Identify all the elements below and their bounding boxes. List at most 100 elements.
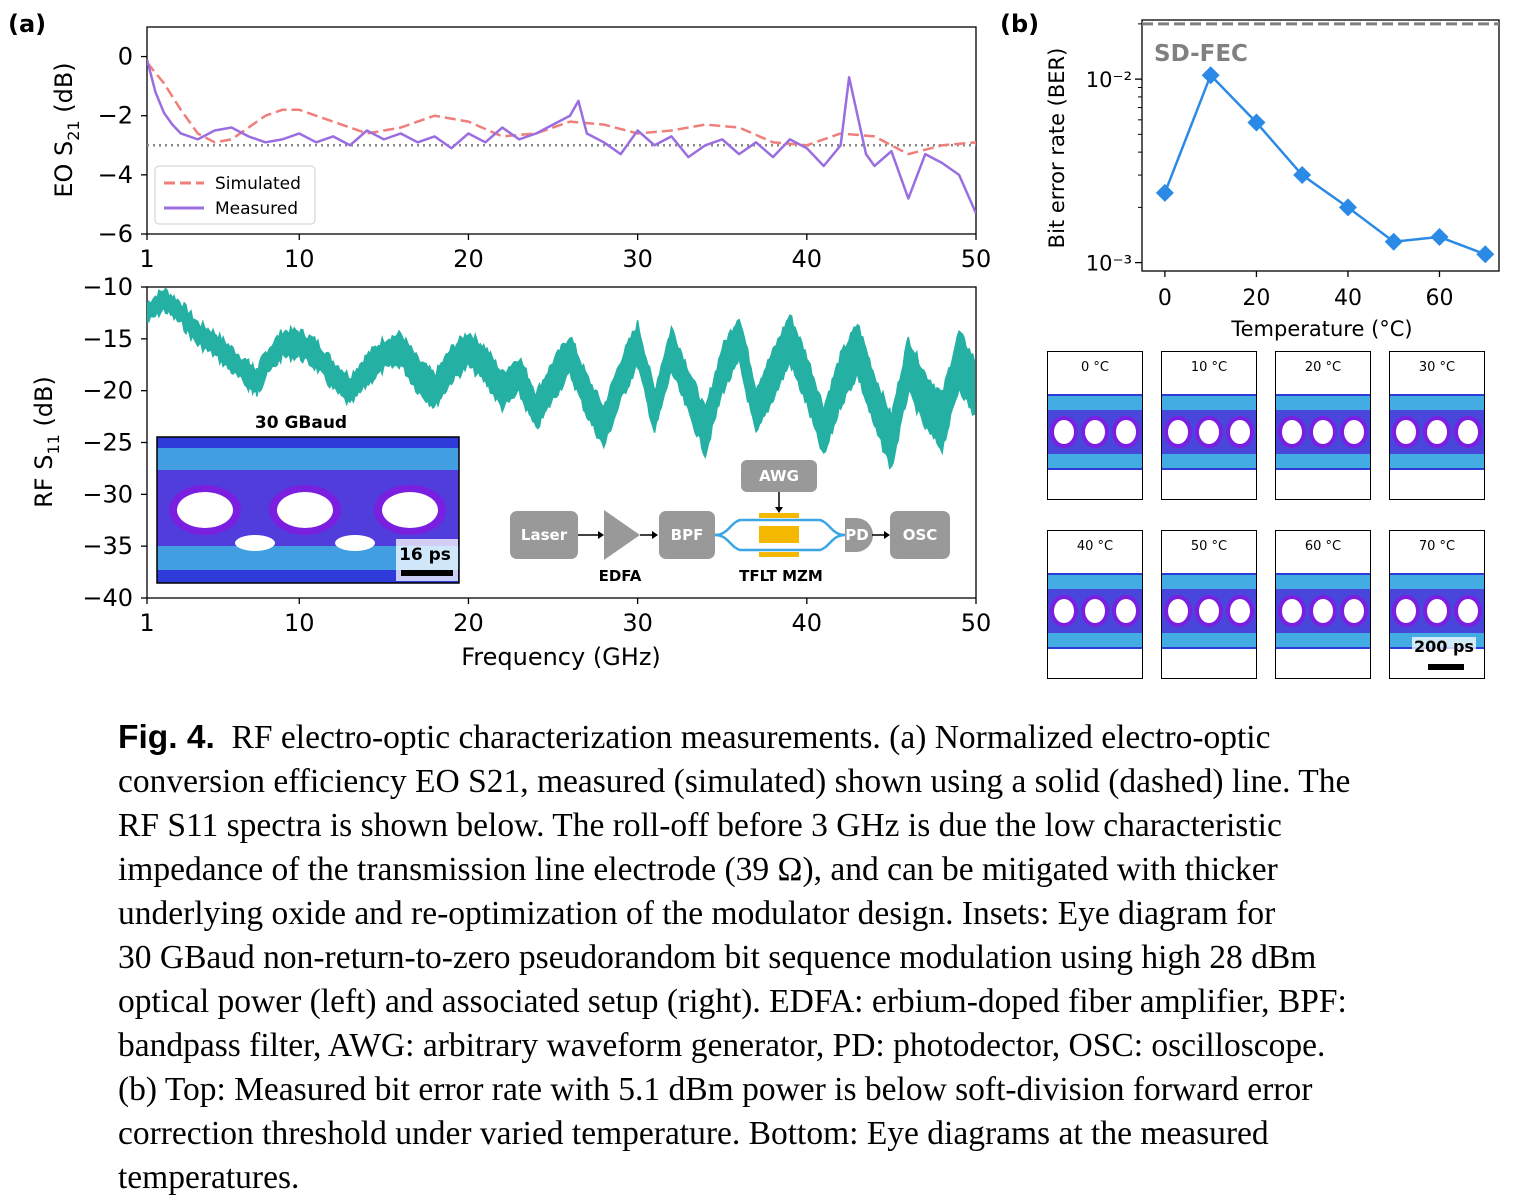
caption-line: RF S11 spectra is shown below. The roll-… <box>118 807 1282 844</box>
ber-point <box>1155 183 1174 202</box>
caption-line: (b) Top: Measured bit error rate with 5.… <box>118 1071 1313 1108</box>
setup-edfa <box>604 510 640 560</box>
eye-panel-temperature: 40 °C <box>1076 539 1114 554</box>
eye-panel-diagram <box>1048 394 1142 470</box>
eo-simulated-line <box>147 61 976 156</box>
eye-panel-temperature: 30 °C <box>1418 360 1456 375</box>
eye-panel-diagram <box>1162 394 1256 470</box>
eye-panel: 40 °C <box>1047 530 1143 679</box>
inset-eye-diagram: 30 GBaud 16 ps <box>156 413 460 584</box>
eye-panel-temperature: 20 °C <box>1304 360 1342 375</box>
eo-x-tick-label: 40 <box>792 245 823 273</box>
caption-line: underlying oxide and re-optimization of … <box>118 895 1276 932</box>
ber-y-axis-label: Bit error rate (BER) <box>1045 48 1069 249</box>
caption-line: conversion efficiency EO S21, measured (… <box>118 763 1351 800</box>
eye-panel-diagram <box>1276 394 1370 470</box>
eye-panel-temperature: 10 °C <box>1190 360 1228 375</box>
rf-x-tick-label: 50 <box>961 609 992 637</box>
ber-point <box>1384 232 1403 251</box>
caption-line: correction threshold under varied temper… <box>118 1115 1269 1152</box>
inset-scalebar-label: 16 ps <box>399 545 451 565</box>
eo-x-tick-label: 30 <box>622 245 653 273</box>
eye-panel-temperature: 60 °C <box>1304 539 1342 554</box>
legend-simulated-label: Simulated <box>215 174 301 194</box>
setup-osc-label: OSC <box>903 526 938 544</box>
ber-x-axis-label: Temperature (°C) <box>1230 317 1412 341</box>
rf-y-tick-label: −25 <box>82 429 133 457</box>
rf-s11-trace <box>147 287 976 470</box>
rf-y-tick-label: −20 <box>82 377 133 405</box>
ber-x-tick-label: 0 <box>1158 286 1172 311</box>
eye-panel: 60 °C <box>1275 530 1371 679</box>
eye-panel-diagram <box>1390 394 1484 470</box>
eye-panel-temperature: 0 °C <box>1081 360 1109 375</box>
eye-panel-diagram <box>1276 573 1370 649</box>
caption-line: 30 GBaud non-return-to-zero pseudorandom… <box>118 939 1317 976</box>
eye-panel: 0 °C <box>1047 351 1143 500</box>
figure: (a) (b) 1 10 20 30 40 50 0 −2 −4 −6 EO S21 (dB) … <box>8 10 1500 671</box>
rf-y-tick-label: −35 <box>82 532 133 560</box>
caption-line: impedance of the transmission line elect… <box>118 851 1278 888</box>
rf-y-axis-label: RF S11 (dB) <box>30 376 63 508</box>
eye-panel-diagram <box>1390 573 1484 649</box>
rf-y-tick-label: −30 <box>82 480 133 508</box>
setup-pd <box>845 518 873 552</box>
caption-line: optical power (left) and associated setu… <box>118 983 1347 1020</box>
panel-label-a: (a) <box>8 10 46 38</box>
ber-line <box>1163 72 1486 256</box>
setup-bpf <box>659 511 715 559</box>
setup-awg <box>741 460 817 492</box>
eye-panel: 50 °C <box>1161 530 1257 679</box>
eo-x-tick-label: 10 <box>284 245 315 273</box>
ber-point <box>1338 198 1357 217</box>
eye-panel: 70 °C <box>1389 530 1485 679</box>
eo-x-tick-label: 1 <box>139 245 154 273</box>
ber-point <box>1247 113 1266 132</box>
eo-x-tick-label: 20 <box>453 245 484 273</box>
eo-y-axis-label: EO S21 (dB) <box>50 62 83 197</box>
ber-plot-frame <box>1141 19 1500 272</box>
setup-laser-label: Laser <box>521 526 568 544</box>
rf-y-tick-label: −15 <box>82 325 133 353</box>
panel-label-b: (b) <box>1000 10 1039 38</box>
setup-osc <box>890 511 950 559</box>
eo-plot-frame <box>146 26 977 235</box>
rf-x-tick-label: 1 <box>139 609 154 637</box>
caption-line: bandpass filter, AWG: arbitrary waveform… <box>118 1027 1326 1064</box>
setup-edfa-label: EDFA <box>599 567 642 585</box>
ber-x-tick-label: 60 <box>1426 286 1454 311</box>
rf-y-tick-label: −40 <box>82 584 133 612</box>
eo-y-tick-label: −6 <box>98 220 133 248</box>
eye-grid-scalebar-label: 200 ps <box>1412 637 1476 656</box>
rf-x-tick-label: 10 <box>284 609 315 637</box>
inset-eye-title: 30 GBaud <box>255 413 347 433</box>
setup-mzm-label: TFLT MZM <box>739 567 823 585</box>
ber-point <box>1430 227 1449 246</box>
eo-x-tick-label: 50 <box>961 245 992 273</box>
caption-line: temperatures. <box>118 1159 300 1196</box>
setup-mzm <box>714 513 846 557</box>
ber-y-tick-label: 10⁻² <box>1086 68 1132 92</box>
eye-panel: 20 °C <box>1275 351 1371 500</box>
ber-point <box>1293 166 1312 185</box>
eo-y-tick-label: 0 <box>118 43 133 71</box>
legend-measured-label: Measured <box>215 199 298 219</box>
eo-legend: Simulated Measured <box>154 165 316 225</box>
rf-s11-chart: 1 10 20 30 40 50 −10 −15 −20 −25 −30 −35 −40 RF S11… <box>30 273 991 671</box>
eye-grid-scalebar <box>1428 664 1464 670</box>
eye-panel: 10 °C <box>1161 351 1257 500</box>
ber-x-tick-label: 20 <box>1242 286 1270 311</box>
eye-panel-temperature: 70 °C <box>1418 539 1456 554</box>
rf-x-tick-label: 40 <box>792 609 823 637</box>
eo-s21-chart: 1 10 20 30 40 50 0 −2 −4 −6 EO S21 (dB) Simulate… <box>50 26 992 273</box>
caption-fig-label: Fig. 4. <box>118 719 215 756</box>
setup-laser <box>510 511 578 559</box>
ber-point <box>1476 245 1495 264</box>
ber-y-tick-label: 10⁻³ <box>1086 252 1132 276</box>
ber-x-tick-label: 40 <box>1334 286 1362 311</box>
setup-pd-label: PD <box>845 526 868 544</box>
rf-x-tick-label: 30 <box>622 609 653 637</box>
rf-x-axis-label: Frequency (GHz) <box>461 643 661 671</box>
ber-threshold-label: SD-FEC <box>1154 41 1248 67</box>
setup-awg-label: AWG <box>759 467 799 485</box>
